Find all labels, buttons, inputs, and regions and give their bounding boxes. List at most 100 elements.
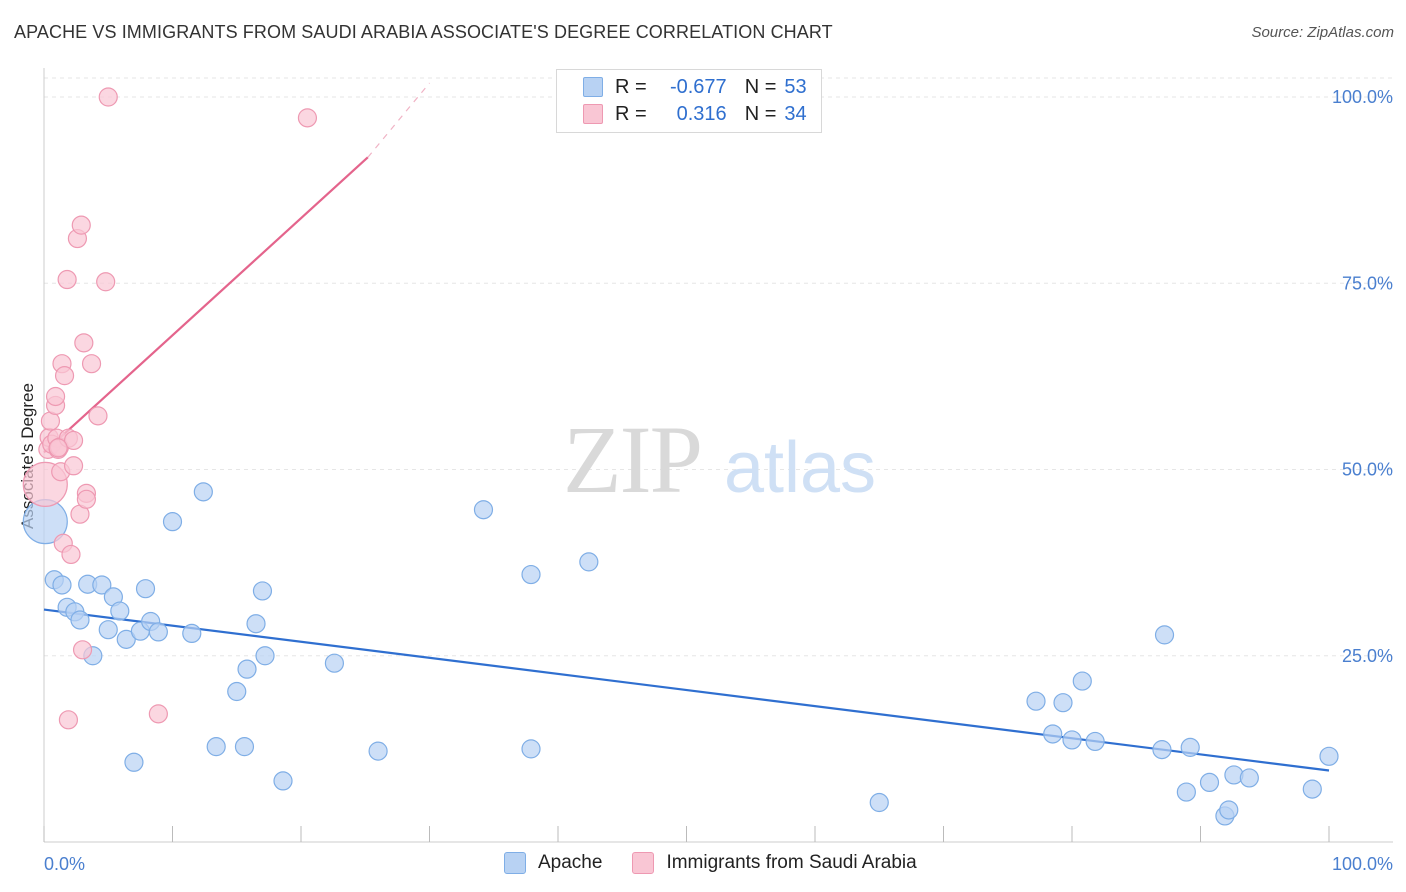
data-point-saudi	[63, 456, 84, 476]
data-point-apache	[1043, 724, 1063, 744]
data-point-saudi	[81, 354, 102, 374]
data-point-apache	[116, 629, 136, 649]
data-point-apache	[124, 752, 144, 772]
legend-row-saudi: R = 0.316 N = 34	[583, 101, 807, 127]
legend-swatch-saudi	[632, 852, 655, 874]
data-point-apache	[92, 575, 112, 595]
legend-item-apache[interactable]: Apache	[504, 852, 602, 874]
data-point-apache	[255, 646, 275, 666]
x-tick-label: 100.0%	[1332, 854, 1393, 874]
y-tick-label: 100.0%	[1332, 87, 1393, 107]
data-point-apache	[521, 564, 541, 585]
legend-label-apache: Apache	[538, 852, 603, 873]
chart-title: APACHE VS IMMIGRANTS FROM SAUDI ARABIA A…	[14, 22, 833, 42]
legend-row-apache: R = -0.677 N = 53	[583, 74, 807, 100]
data-point-saudi	[71, 215, 91, 235]
data-point-apache	[1239, 768, 1259, 788]
data-point-saudi	[74, 333, 94, 353]
data-point-apache	[273, 771, 293, 791]
correlation-legend: R = -0.677 N = 53 R = 0.316 N = 34	[556, 69, 822, 133]
data-point-saudi	[148, 704, 168, 724]
watermark-atlas: atlas	[724, 428, 876, 508]
data-point-apache	[473, 500, 494, 520]
data-point-apache	[1072, 671, 1092, 691]
data-points	[22, 87, 1339, 826]
data-point-apache	[1319, 746, 1339, 766]
data-point-apache	[234, 737, 255, 757]
data-point-apache	[1053, 693, 1073, 713]
data-point-apache	[237, 659, 257, 679]
legend-n-label: N =	[744, 102, 777, 125]
data-point-apache	[98, 620, 118, 640]
data-point-apache	[148, 622, 168, 642]
trend-line-apache	[43, 608, 1330, 772]
axes	[43, 68, 1393, 843]
series-legend: Apache Immigrants from Saudi Arabia	[504, 852, 947, 874]
data-point-saudi	[72, 640, 93, 660]
y-tick-label: 75.0%	[1342, 273, 1393, 293]
legend-r-label: R =	[615, 102, 647, 125]
data-point-apache	[1219, 800, 1239, 820]
data-point-apache	[135, 579, 156, 599]
data-point-apache	[1062, 730, 1082, 750]
data-point-apache	[252, 581, 273, 601]
grid	[44, 77, 1393, 657]
data-point-apache	[1154, 625, 1175, 645]
legend-n-label: N =	[744, 75, 777, 98]
data-point-saudi	[61, 544, 81, 565]
data-point-saudi	[96, 272, 116, 292]
legend-item-saudi[interactable]: Immigrants from Saudi Arabia	[632, 852, 917, 874]
legend-r-label: R =	[615, 75, 647, 98]
legend-label-saudi: Immigrants from Saudi Arabia	[666, 852, 917, 873]
legend-n-value: 53	[784, 75, 807, 98]
data-point-saudi	[76, 489, 97, 509]
data-point-apache	[1180, 737, 1200, 757]
data-point-saudi	[54, 366, 75, 386]
data-point-apache	[1176, 782, 1196, 802]
legend-swatch-apache	[504, 852, 526, 874]
trend-line-saudi	[43, 156, 369, 454]
data-point-saudi	[297, 108, 318, 128]
y-tick-label: 25.0%	[1342, 646, 1393, 666]
data-point-saudi	[48, 438, 68, 458]
data-point-apache	[52, 575, 72, 595]
data-point-apache	[368, 741, 388, 761]
data-point-saudi	[98, 87, 118, 107]
data-point-saudi	[45, 386, 66, 407]
data-point-apache	[1152, 740, 1172, 760]
data-point-apache	[193, 482, 213, 502]
legend-n-value: 34	[784, 102, 807, 125]
data-point-apache	[1026, 691, 1046, 711]
trend-line-saudi-extension	[367, 82, 430, 158]
data-point-saudi	[63, 430, 84, 451]
data-point-apache	[227, 681, 247, 702]
legend-r-value: 0.316	[676, 102, 727, 125]
data-point-saudi	[58, 710, 79, 730]
data-point-apache	[1085, 731, 1105, 752]
data-point-saudi	[88, 406, 108, 426]
tick-labels: 25.0% 50.0% 75.0% 100.0% 0.0% 100.0%	[44, 87, 1393, 874]
data-point-apache	[521, 739, 541, 759]
data-point-apache	[70, 610, 90, 630]
trend-lines	[43, 82, 1330, 772]
data-point-apache	[579, 552, 599, 572]
data-point-apache	[1302, 779, 1322, 799]
legend-swatch-saudi	[583, 104, 603, 124]
watermark: ZIP atlas	[563, 406, 876, 513]
watermark-zip: ZIP	[563, 406, 701, 513]
y-tick-label: 50.0%	[1342, 460, 1393, 480]
data-point-apache	[869, 792, 889, 813]
x-tick-label: 0.0%	[44, 854, 85, 874]
legend-r-value: -0.677	[669, 75, 727, 98]
data-point-apache	[1199, 772, 1220, 793]
chart-source: Source: ZipAtlas.com	[1251, 24, 1394, 41]
data-point-apache	[162, 512, 183, 532]
data-point-apache	[324, 653, 345, 673]
data-point-apache	[110, 601, 130, 621]
data-point-apache	[246, 614, 266, 634]
legend-swatch-apache	[583, 77, 603, 97]
data-point-apache	[206, 737, 226, 757]
data-point-apache	[182, 623, 202, 644]
data-point-saudi	[57, 269, 77, 290]
